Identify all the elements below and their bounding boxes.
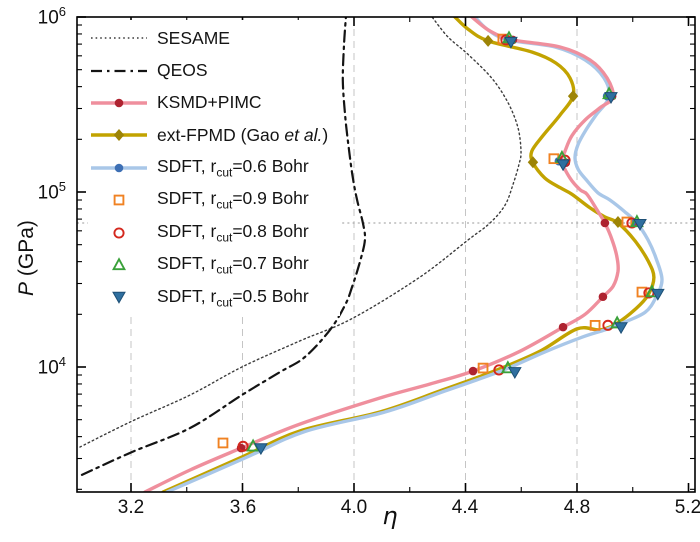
legend-item-ext-fpmd: ext-FPMD (Gao et al.) xyxy=(88,119,340,151)
legend-item-ksmd-pimc: KSMD+PIMC xyxy=(88,87,340,119)
legend: SESAME QEOS KSMD+PIMC ext-FPMD (Gao et a… xyxy=(88,20,340,316)
y-axis-symbol: P xyxy=(15,281,38,296)
x-axis-title: η xyxy=(382,502,398,530)
legend-item-sdft-06: SDFT, rcut=0.6 Bohr xyxy=(88,152,340,184)
legend-label: SDFT, rcut=0.8 Bohr xyxy=(157,220,309,245)
x-tick-label-5.2: 5.2 xyxy=(674,497,700,518)
legend-label: ext-FPMD (Gao et al.) xyxy=(157,124,329,145)
legend-item-qeos: QEOS xyxy=(88,54,340,86)
y-axis-unit: (GPa) xyxy=(15,220,38,282)
legend-label: SDFT, rcut=0.7 Bohr xyxy=(157,253,309,277)
open-triangle-up-icon xyxy=(112,257,126,271)
x-tick-label-4.4: 4.4 xyxy=(451,497,479,518)
line-diamond-icon xyxy=(91,129,147,142)
y-tick-label-1e6: 106 xyxy=(37,4,66,29)
open-circle-icon xyxy=(113,226,125,239)
triangle-down-icon xyxy=(112,292,126,305)
legend-item-sdft-09: SDFT, rcut=0.9 Bohr xyxy=(88,184,340,216)
legend-item-sesame: SESAME xyxy=(88,22,340,54)
line-dot-icon xyxy=(91,98,147,108)
legend-label: SDFT, rcut=0.9 Bohr xyxy=(157,188,309,212)
legend-item-sdft-05: SDFT, rcut=0.5 Bohr xyxy=(88,281,340,313)
dashdot-line-icon xyxy=(91,69,147,72)
legend-item-sdft-08: SDFT, rcut=0.8 Bohr xyxy=(88,216,340,248)
legend-label: KSMD+PIMC xyxy=(157,92,262,113)
legend-label: SDFT, rcut=0.5 Bohr xyxy=(157,285,309,310)
legend-label: QEOS xyxy=(157,60,208,81)
x-tick-label-4.0: 4.0 xyxy=(340,497,368,518)
legend-label: SDFT, rcut=0.6 Bohr xyxy=(157,156,309,180)
x-tick-label-3.2: 3.2 xyxy=(117,497,145,518)
dotted-line-icon xyxy=(91,37,147,39)
y-tick-label-1e4: 104 xyxy=(37,354,66,379)
x-tick-label-4.8: 4.8 xyxy=(563,497,591,518)
line-dot-icon xyxy=(91,163,147,173)
legend-item-sdft-07: SDFT, rcut=0.7 Bohr xyxy=(88,249,340,281)
legend-label: SESAME xyxy=(157,27,230,48)
y-tick-label-1e5: 105 xyxy=(37,179,66,204)
open-square-icon xyxy=(113,194,125,206)
x-tick-label-3.6: 3.6 xyxy=(229,497,257,518)
